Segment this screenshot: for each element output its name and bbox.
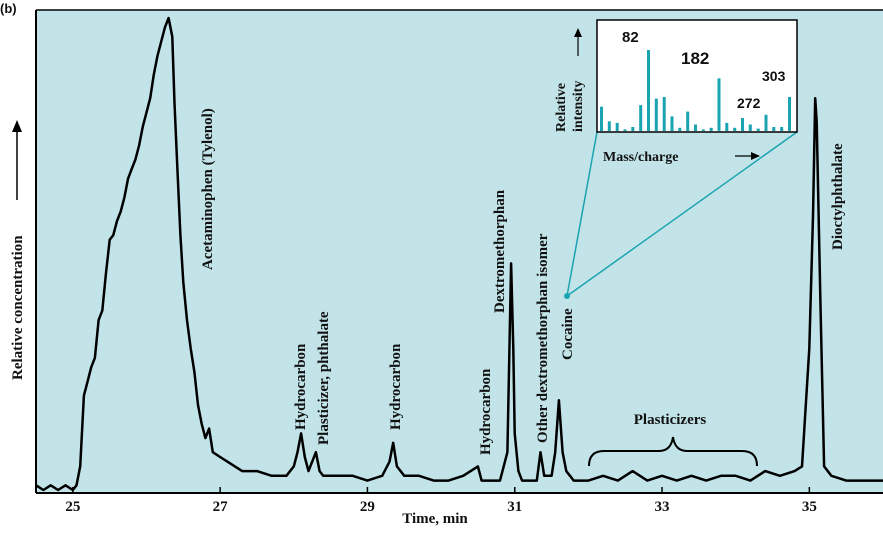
x-axis-label: Time, min — [402, 511, 468, 527]
inset-y-label-line1: Relative — [554, 83, 569, 132]
inset-connector-left — [566, 131, 598, 297]
inset-spectrum-bar — [647, 50, 650, 131]
inset-x-label: Mass/charge — [603, 150, 678, 165]
inset-spectrum-bar — [694, 124, 697, 131]
peak-annotation-hydrocarbon: Hydrocarbon — [388, 343, 404, 430]
inset-spectrum-bar — [662, 97, 666, 131]
inset-spectrum-bar — [717, 78, 721, 131]
x-tick-label: 35 — [802, 499, 817, 515]
mass-spectrum-inset — [596, 19, 798, 133]
inset-spectrum-bar — [725, 122, 729, 131]
inset-spectrum-bar — [780, 127, 784, 131]
inset-spectrum-bar — [607, 121, 611, 131]
plasticizers-brace — [588, 436, 758, 467]
peak-annotation-plasticizers: Plasticizers — [634, 412, 707, 428]
peak-annotation-plasticizer-phthalate: Plasticizer, phthalate — [316, 311, 332, 445]
inset-spectrum-bar — [701, 129, 705, 131]
inset-spectrum-bar — [756, 128, 760, 131]
inset-peak-label-182: 182 — [681, 49, 709, 68]
inset-peak-label-82: 82 — [622, 29, 639, 46]
chromatogram-trace — [35, 16, 883, 492]
x-tick-label: 27 — [213, 499, 229, 515]
peak-annotation-dextromethorphan: Dextromethorphan — [492, 189, 508, 313]
inset-spectrum-bar — [623, 129, 627, 131]
inset-spectrum-bar — [748, 124, 752, 131]
peak-annotation-dioctylphthalate: Dioctylphthalate — [830, 143, 846, 250]
inset-spectrum-bar — [788, 97, 791, 131]
inset-spectrum-bar — [686, 111, 690, 131]
peak-annotation-acetaminophen-tylenol: Acetaminophen (Tylenol) — [200, 108, 216, 270]
inset-peak-label-272: 272 — [737, 95, 761, 111]
inset-spectrum-bar — [670, 116, 674, 131]
inset-spectrum-bar — [764, 114, 768, 131]
x-tick-label: 33 — [655, 499, 670, 515]
y-axis-label: Relative concentration — [10, 235, 26, 380]
cocaine-marker — [564, 293, 570, 299]
inset-spectrum-bar — [678, 127, 682, 131]
inset-x-arrow-icon — [735, 152, 760, 160]
panel-label: (b) — [0, 1, 17, 16]
inset-spectrum-bar — [709, 127, 713, 131]
x-tick-label: 29 — [360, 499, 375, 515]
inset-spectrum-bar — [631, 127, 635, 131]
y-axis-arrow-icon — [12, 120, 22, 200]
inset-spectrum-bar — [615, 122, 619, 131]
x-tick-label: 31 — [507, 499, 522, 515]
inset-spectrum-bar — [733, 127, 737, 131]
inset-peak-label-303: 303 — [762, 68, 786, 84]
peak-annotation-hydrocarbon: Hydrocarbon — [293, 343, 309, 430]
inset-spectrum-bar — [741, 118, 744, 131]
peak-annotation-other-dextromethorphan-isomer: Other dextromethorphan isomer — [535, 233, 551, 443]
peak-annotation-cocaine: Cocaine — [560, 308, 576, 360]
inset-y-arrow-icon — [574, 28, 582, 56]
x-tick-label: 25 — [65, 499, 80, 515]
inset-spectrum-bar — [654, 98, 658, 131]
inset-spectrum-bar — [772, 127, 776, 131]
inset-spectrum-bar — [639, 105, 643, 131]
peak-annotation-hydrocarbon: Hydrocarbon — [478, 368, 494, 455]
inset-y-label-line2: intensity — [571, 81, 586, 132]
inset-spectrum-bar — [600, 106, 603, 131]
inset-connector-right — [566, 131, 798, 297]
